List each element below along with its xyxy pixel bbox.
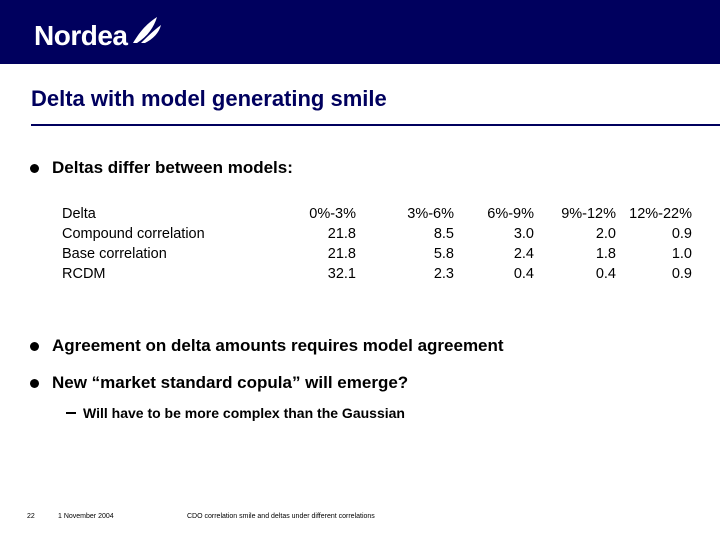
logo-text: Nordea <box>34 20 128 51</box>
table-header-cell: 6%-9% <box>487 206 534 222</box>
table-cell: RCDM <box>62 266 106 282</box>
table-cell: 1.8 <box>595 246 616 262</box>
table-cell: Base correlation <box>62 246 167 262</box>
table-cell: 8.5 <box>433 226 454 242</box>
table-cell: 3.0 <box>513 226 534 242</box>
page-number: 22 <box>27 513 35 520</box>
title-divider <box>31 124 720 126</box>
table-cell: Compound correlation <box>62 226 205 242</box>
nordea-logo: Nordea <box>34 17 163 54</box>
delta-table: Delta 0%-3% 3%-6% 6%-9% 9%-12% 12%-22% C… <box>62 204 692 284</box>
table-cell: 2.4 <box>513 246 534 262</box>
bullet-text: Agreement on delta amounts requires mode… <box>52 336 504 355</box>
slide-title: Delta with model generating smile <box>31 86 387 111</box>
table-cell: 32.1 <box>327 266 356 282</box>
header-bar: Nordea <box>0 0 720 64</box>
sail-logo-icon <box>133 17 162 43</box>
table-cell: 2.0 <box>595 226 616 242</box>
table-header-cell: 12%-22% <box>629 206 692 222</box>
table-cell: 21.8 <box>327 226 356 242</box>
footer-date: 1 November 2004 <box>58 513 114 520</box>
table-row: Base correlation 21.8 5.8 2.4 1.8 1.0 <box>62 244 692 264</box>
bullet-dot-icon <box>30 341 39 351</box>
bullet-agreement: Agreement on delta amounts requires mode… <box>30 336 504 356</box>
table-cell: 0.9 <box>671 226 692 242</box>
table-cell: 0.4 <box>513 266 534 282</box>
bullet-text: New “market standard copula” will emerge… <box>52 373 409 392</box>
table-cell: 1.0 <box>671 246 692 262</box>
table-header-cell: 3%-6% <box>407 206 454 222</box>
bullet-dot-icon <box>30 378 39 388</box>
table-header-cell: 0%-3% <box>309 206 356 222</box>
table-cell: 0.9 <box>671 266 692 282</box>
table-row: Compound correlation 21.8 8.5 3.0 2.0 0.… <box>62 224 692 244</box>
footer-doc-title: CDO correlation smile and deltas under d… <box>187 513 375 520</box>
table-cell: 2.3 <box>433 266 454 282</box>
bullet-dot-icon <box>30 163 39 173</box>
table-cell: 21.8 <box>327 246 356 262</box>
sub-bullet-gaussian: Will have to be more complex than the Ga… <box>66 405 405 421</box>
table-row: RCDM 32.1 2.3 0.4 0.4 0.9 <box>62 264 692 284</box>
table-cell: 5.8 <box>433 246 454 262</box>
bullet-text: Deltas differ between models: <box>52 158 293 177</box>
dash-icon <box>66 412 76 415</box>
bullet-deltas-differ: Deltas differ between models: <box>30 158 293 178</box>
table-header-row: Delta 0%-3% 3%-6% 6%-9% 9%-12% 12%-22% <box>62 204 692 224</box>
table-header-cell: 9%-12% <box>561 206 616 222</box>
table-header-cell: Delta <box>62 206 96 222</box>
bullet-market-standard: New “market standard copula” will emerge… <box>30 373 408 393</box>
sub-bullet-text: Will have to be more complex than the Ga… <box>83 405 405 421</box>
table-cell: 0.4 <box>595 266 616 282</box>
